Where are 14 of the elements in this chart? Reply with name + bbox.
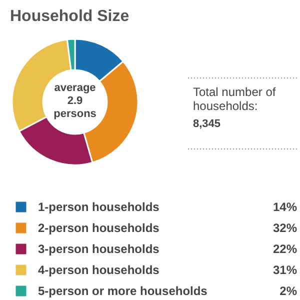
data-label: 22% [272,242,298,256]
text: Total number of households: [193,85,276,113]
data-label: 32% [272,221,298,235]
text: average 2.9 persons [54,82,96,120]
legend-label: 3-person households [38,242,160,256]
legend-label: 1-person households [38,200,160,214]
data-label: 2% [280,284,298,298]
legend-label: 2-person households [38,221,160,235]
data-label: 31% [272,263,298,277]
text: 8,345 [193,118,221,130]
chart-title: Household Size [10,8,130,25]
data-label: 14% [272,200,298,214]
legend-label: 5-person or more households [38,284,208,298]
legend-label: 4-person households [38,263,160,277]
